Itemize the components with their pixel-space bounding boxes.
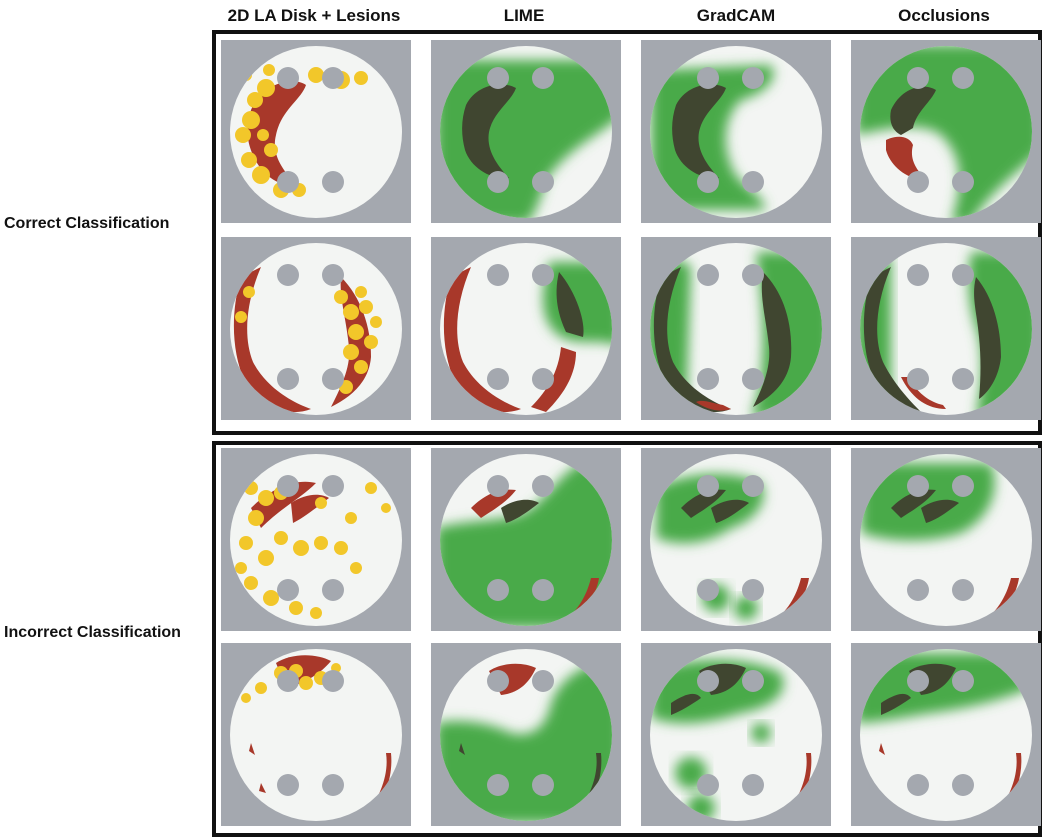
column-header-lime: LIME <box>503 6 545 25</box>
row-label-incorrect: Incorrect Classification <box>4 624 181 641</box>
row-label-correct: Correct Classification <box>4 215 170 232</box>
panel-correct-1-occlusions <box>851 40 1041 223</box>
panel-incorrect-2-disk-lesions <box>221 643 411 826</box>
panel-correct-1-lime <box>431 40 621 223</box>
column-header-disk-lesions: 2D LA Disk + Lesions <box>227 6 401 25</box>
panel-correct-1-gradcam <box>641 40 831 223</box>
panel-incorrect-1-lime <box>431 448 621 631</box>
panel-correct-2-disk-lesions <box>221 237 411 420</box>
panel-incorrect-2-occlusions <box>851 643 1041 826</box>
panel-incorrect-1-gradcam <box>641 448 831 631</box>
panel-incorrect-2-lime <box>431 643 621 826</box>
panel-incorrect-2-gradcam <box>641 643 831 826</box>
column-header-gradcam: GradCAM <box>696 6 776 25</box>
panel-correct-1-disk-lesions <box>221 40 411 223</box>
panel-correct-2-lime <box>431 237 621 420</box>
panel-incorrect-1-disk-lesions <box>221 448 411 631</box>
panel-correct-2-occlusions <box>851 237 1041 420</box>
panel-correct-2-gradcam <box>641 237 831 420</box>
column-header-occlusions: Occlusions <box>898 6 990 25</box>
panel-incorrect-1-occlusions <box>851 448 1041 631</box>
